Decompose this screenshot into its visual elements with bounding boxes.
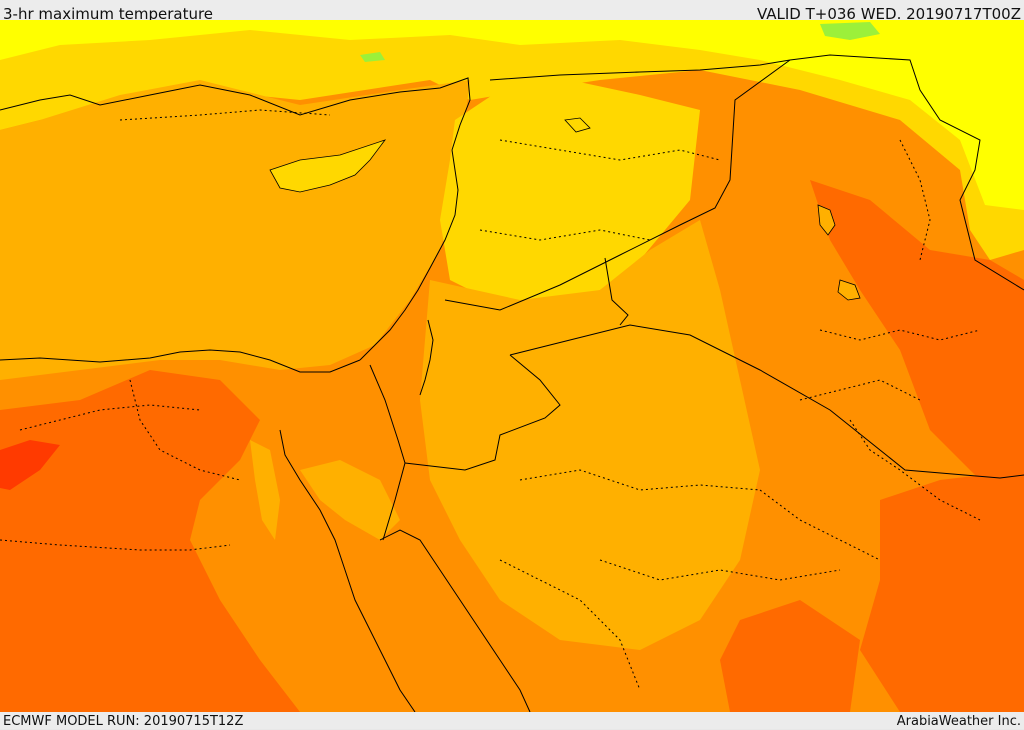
field-sinai-amber <box>300 460 400 540</box>
border-jordan-south <box>404 354 561 471</box>
field-north-green-2 <box>360 52 385 62</box>
map-header: 3-hr maximum temperature VALID T+036 WED… <box>0 0 1024 23</box>
field-north-bright-yellow <box>0 20 1024 210</box>
field-levant-yellow <box>440 80 700 310</box>
field-nile-amber <box>250 440 280 540</box>
cyprus <box>269 139 387 193</box>
borders <box>369 54 1024 541</box>
brand-credit: ArabiaWeather Inc. <box>896 714 1021 729</box>
lake-assad <box>564 117 591 133</box>
red-sea-east <box>379 529 531 712</box>
internal-boundaries <box>0 109 981 691</box>
field-egypt-hot <box>0 440 60 490</box>
field-egypt-darkorange <box>0 370 300 712</box>
field-iraq-darkorange <box>810 180 1024 480</box>
red-sea-west <box>279 429 416 712</box>
valid-time: VALID T+036 WED. 20190717T00Z <box>756 5 1021 23</box>
border-syria-iraq <box>489 59 791 81</box>
dead-sea <box>419 319 434 396</box>
lake-habbaniyah <box>837 279 861 301</box>
field-southeast-darkorange <box>720 600 860 712</box>
egypt-coast <box>0 349 361 373</box>
border-jordan-iraq <box>604 257 629 326</box>
levant-coast <box>359 149 459 361</box>
border-jordan-saudi <box>509 324 1024 479</box>
field-arabia-amber-2 <box>590 400 700 560</box>
turkey-coast <box>0 77 471 151</box>
field-north-green <box>820 22 880 40</box>
field-arabia-amber <box>420 220 760 650</box>
border-iraq-iran <box>789 54 1024 291</box>
model-run: ECMWF MODEL RUN: 20190715T12Z <box>3 714 244 729</box>
field-east-darkorange <box>860 470 1024 712</box>
field-north-yellow <box>0 20 1024 260</box>
border-syria-jordan-saudi <box>444 59 791 311</box>
lake-tharthar <box>817 204 836 236</box>
border-egypt-israel <box>369 364 406 541</box>
map-footer: ECMWF MODEL RUN: 20190715T12Z ArabiaWeat… <box>0 712 1024 729</box>
map-title: 3-hr maximum temperature <box>3 5 214 23</box>
temperature-map <box>0 20 1024 712</box>
coastlines <box>0 77 531 712</box>
